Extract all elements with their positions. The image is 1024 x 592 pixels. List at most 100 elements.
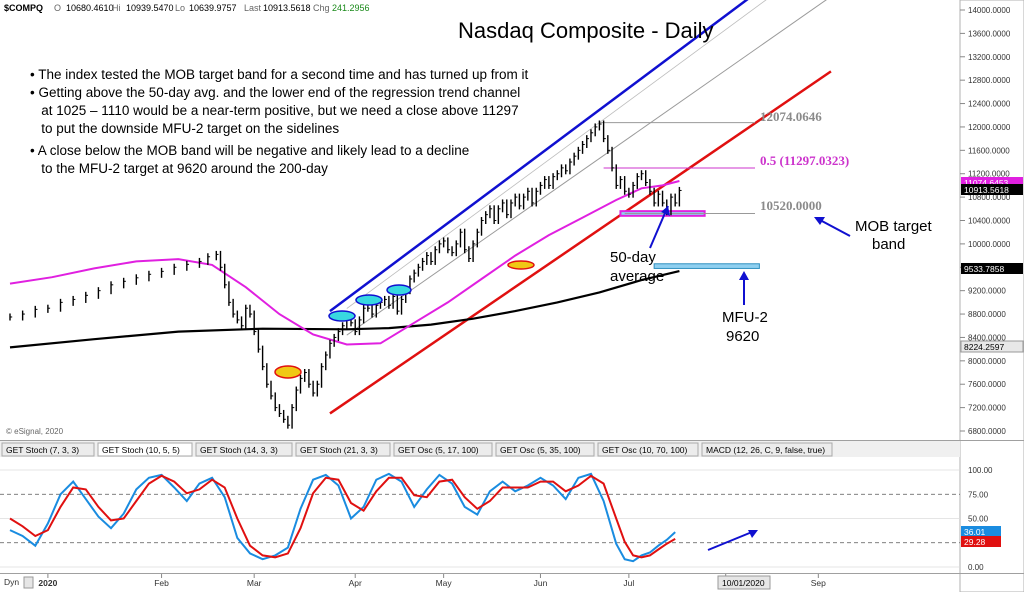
indicator-tab-bg	[195, 442, 293, 457]
marker-ellipse-april-1	[328, 310, 356, 322]
price-tick-label: 8000.0000	[968, 357, 1006, 366]
ma50-callout-line2: average	[610, 268, 664, 285]
marker-ellipse-may	[386, 284, 412, 296]
price-tick-label: 7200.0000	[968, 404, 1006, 413]
date-tick-label: May	[436, 578, 453, 588]
indicator-tab-bg	[295, 442, 391, 457]
price-plot-area	[0, 0, 960, 440]
bullet-line-2: • Getting above the 50-day avg. and the …	[30, 85, 520, 100]
marker-ellipse-june	[507, 260, 535, 270]
price-tick-label: 10800.0000	[968, 193, 1011, 202]
indicator-tab-6[interactable]: GET Osc (5, 35, 100)	[495, 442, 595, 457]
price-tick-label: 13600.0000	[968, 29, 1011, 38]
header-last: 10913.5618	[263, 3, 311, 13]
bullet-line-3: at 1025 – 1110 would be a near-term posi…	[30, 103, 519, 118]
level-mob-label: 10520.0000	[760, 198, 822, 213]
price-tick-label: 8800.0000	[968, 310, 1006, 319]
header-background	[2, 2, 272, 14]
osc-slow-tag-text: 29.28	[964, 537, 986, 547]
header-high: 10939.5470	[126, 3, 174, 13]
osc-tick-label: 50.00	[968, 515, 989, 524]
date-tick-label: Jun	[534, 578, 548, 588]
marker-ellipse-april-2	[355, 294, 383, 306]
indicator-tab-label: GET Osc (10, 70, 100)	[602, 445, 688, 455]
oscillator-tags: 36.01 29.28	[961, 526, 1001, 547]
last-price-tag-text: 10913.5618	[964, 185, 1009, 195]
date-tick-label: Apr	[349, 578, 362, 588]
dyn-label[interactable]: Dyn	[4, 577, 19, 587]
price-axis-ticks: 14000.0000 13600.0000 13200.0000 12800.0000…	[968, 6, 1011, 436]
bullet-line-5: • A close below the MOB band will be neg…	[30, 143, 469, 158]
regression-channel-upper-line	[329, 0, 749, 313]
indicator-tab-bg	[597, 442, 699, 457]
indicator-tab-2[interactable]: GET Stoch (10, 5, 5)	[97, 442, 193, 457]
indicator-tab-bg	[701, 442, 833, 457]
price-tick-label: 12800.0000	[968, 76, 1011, 85]
bullet-line-6: to the MFU-2 target at 9620 around the 2…	[30, 161, 328, 176]
mfu-callout-line1: MFU-2	[722, 309, 768, 326]
mfu-callout-line2: 9620	[726, 328, 759, 345]
symbol-header: $COMPQ O 10680.4610 Hi 10939.5470 Lo 106…	[2, 2, 370, 14]
annotation-arrows	[649, 205, 851, 551]
mob-callout-line2: band	[872, 236, 905, 253]
pattern-markers	[274, 260, 535, 379]
osc-tick-label: 0.00	[968, 563, 984, 572]
arrow-mob	[819, 219, 851, 237]
bottom-bar: Dyn 10/01/2020	[4, 575, 771, 590]
ma50-price-tag-text: 11074.6453	[964, 178, 1009, 188]
header-last-label: Last	[244, 3, 262, 13]
grid	[0, 9, 965, 568]
price-tick-label: 13200.0000	[968, 53, 1011, 62]
price-tick-label: 12400.0000	[968, 100, 1011, 109]
price-tags: 11074.6453 10913.5618 9533.7858 8224.259…	[960, 177, 1024, 353]
cursor-date-box	[717, 575, 771, 590]
indicator-tab-bg	[1, 442, 95, 457]
osc-slow-tag	[961, 536, 1001, 547]
arrow-mfu-head	[739, 271, 749, 280]
indicator-tab-label: GET Osc (5, 35, 100)	[500, 445, 581, 455]
arrow-50day-head	[661, 206, 670, 216]
ma200-price-tag	[961, 263, 1023, 274]
osc-fast-tag-text: 36.01	[964, 527, 986, 537]
indicator-tabs: GET Stoch (7, 3, 3) GET Stoch (10, 5, 5) G…	[1, 442, 833, 457]
scroll-left-button[interactable]	[23, 576, 34, 589]
commentary-bullets: • The index tested the MOB target band f…	[30, 67, 529, 176]
indicator-tab-8[interactable]: MACD (12, 26, C, 9, false, true)	[701, 442, 833, 457]
date-tick-label: Sep	[811, 578, 826, 588]
indicator-tab-7[interactable]: GET Osc (10, 70, 100)	[597, 442, 699, 457]
header-symbol[interactable]: $COMPQ	[4, 3, 43, 13]
price-tick-label: 7600.0000	[968, 380, 1006, 389]
indicator-tab-label: GET Stoch (7, 3, 3)	[6, 445, 79, 455]
regression-channel-lower-line	[329, 70, 832, 415]
price-tick-label: 11600.0000	[968, 146, 1010, 155]
indicator-tab-label: GET Stoch (21, 3, 3)	[300, 445, 378, 455]
osc-tick-label: 75.00	[968, 490, 989, 499]
price-tick-label: 9200.0000	[968, 287, 1006, 296]
header-chg: 241.2956	[332, 3, 370, 13]
indicator-tab-5[interactable]: GET Osc (5, 17, 100)	[393, 442, 493, 457]
header-low: 10639.9757	[189, 3, 237, 13]
bullet-line-4: to put the downside MFU-2 target on the …	[30, 121, 339, 136]
callouts: MOB target band 50-day average MFU-2 962…	[610, 218, 933, 345]
price-tick-label: 11200.0000	[968, 170, 1010, 179]
regression-channel-mid-line	[346, 0, 827, 336]
date-tick-label: Jul	[623, 578, 634, 588]
osc-fast-tag	[961, 526, 1001, 537]
date-tick-label: Mar	[247, 578, 262, 588]
indicator-tab-label: GET Stoch (14, 3, 3)	[200, 445, 278, 455]
indicator-tab-1[interactable]: GET Stoch (7, 3, 3)	[1, 442, 95, 457]
price-bars	[9, 120, 682, 429]
right-axis-panel	[959, 0, 1024, 592]
indicator-tab-3[interactable]: GET Stoch (14, 3, 3)	[195, 442, 293, 457]
low-price-tag	[960, 340, 1024, 353]
price-tick-label: 10400.0000	[968, 217, 1011, 226]
mfu-2-target-band	[653, 263, 760, 269]
indicator-tab-4[interactable]: GET Stoch (21, 3, 3)	[295, 442, 391, 457]
price-tick-label: 6800.0000	[968, 427, 1006, 436]
ma200-price-tag-text: 9533.7858	[964, 264, 1004, 274]
arrow-mob-head	[814, 217, 825, 225]
ma50-line	[9, 180, 680, 346]
cursor-date: 10/01/2020	[722, 578, 765, 588]
osc-tick-label: 100.00	[968, 466, 993, 475]
